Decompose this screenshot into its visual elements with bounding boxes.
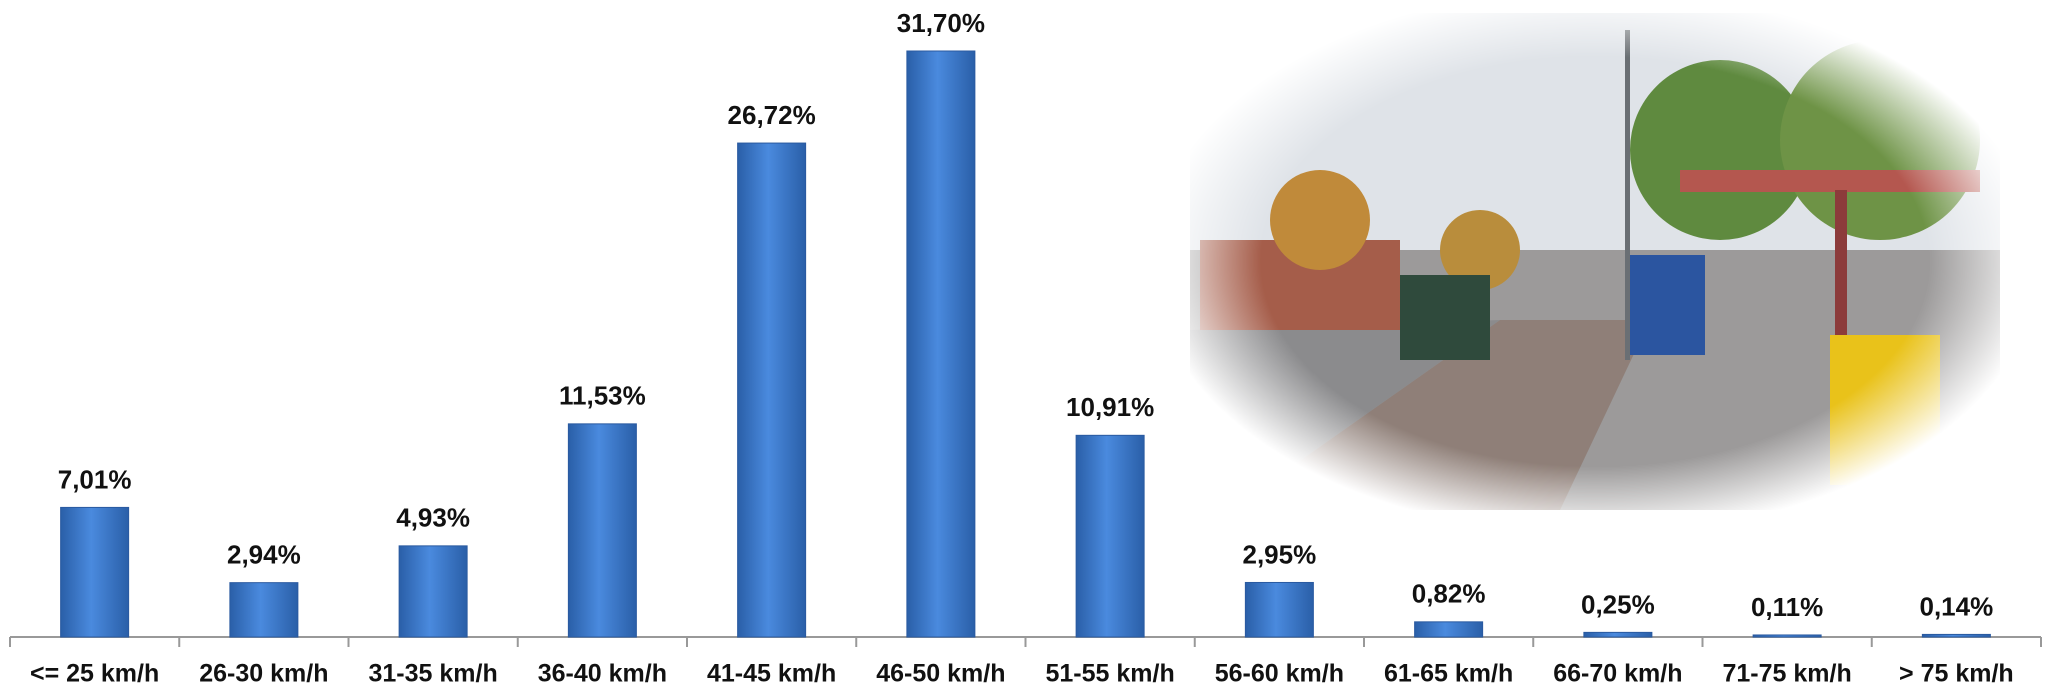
x-tick-label: 61-65 km/h	[1384, 660, 1513, 688]
bar	[1583, 631, 1653, 638]
data-label: 0,82%	[1412, 579, 1486, 609]
x-tick-label: 36-40 km/h	[538, 660, 667, 688]
street-photo	[1190, 13, 2000, 510]
bar	[1244, 581, 1314, 638]
bar	[906, 50, 976, 638]
data-label: 0,11%	[1751, 592, 1823, 622]
bar	[60, 506, 130, 638]
x-tick-label: 51-55 km/h	[1046, 660, 1175, 688]
data-label: 0,25%	[1581, 589, 1655, 619]
x-tick-label: 26-30 km/h	[199, 660, 328, 688]
bar	[1414, 621, 1484, 638]
bar	[1752, 634, 1822, 638]
data-label: 4,93%	[396, 503, 470, 533]
x-tick-label: <= 25 km/h	[30, 660, 159, 688]
x-tick-label: 66-70 km/h	[1553, 660, 1682, 688]
x-tick-label: 41-45 km/h	[707, 660, 836, 688]
data-label: 10,91%	[1066, 392, 1154, 422]
bar	[229, 582, 299, 638]
bar	[1075, 434, 1145, 638]
data-label: 2,95%	[1243, 539, 1317, 569]
data-label: 11,53%	[559, 381, 646, 411]
bar	[567, 423, 637, 638]
x-tick-label: 46-50 km/h	[876, 660, 1005, 688]
x-tick-label: 71-75 km/h	[1723, 660, 1852, 688]
x-tick-label: 56-60 km/h	[1215, 660, 1344, 688]
data-label: 31,70%	[897, 8, 985, 38]
bar	[1921, 633, 1991, 638]
data-label: 2,94%	[227, 540, 301, 570]
bar	[737, 142, 807, 638]
x-tick-label: 31-35 km/h	[369, 660, 498, 688]
data-label: 7,01%	[58, 464, 132, 494]
bar	[398, 545, 468, 638]
data-label: 0,14%	[1920, 591, 1994, 621]
data-label: 26,72%	[728, 100, 816, 130]
x-tick-label: > 75 km/h	[1899, 660, 2014, 688]
